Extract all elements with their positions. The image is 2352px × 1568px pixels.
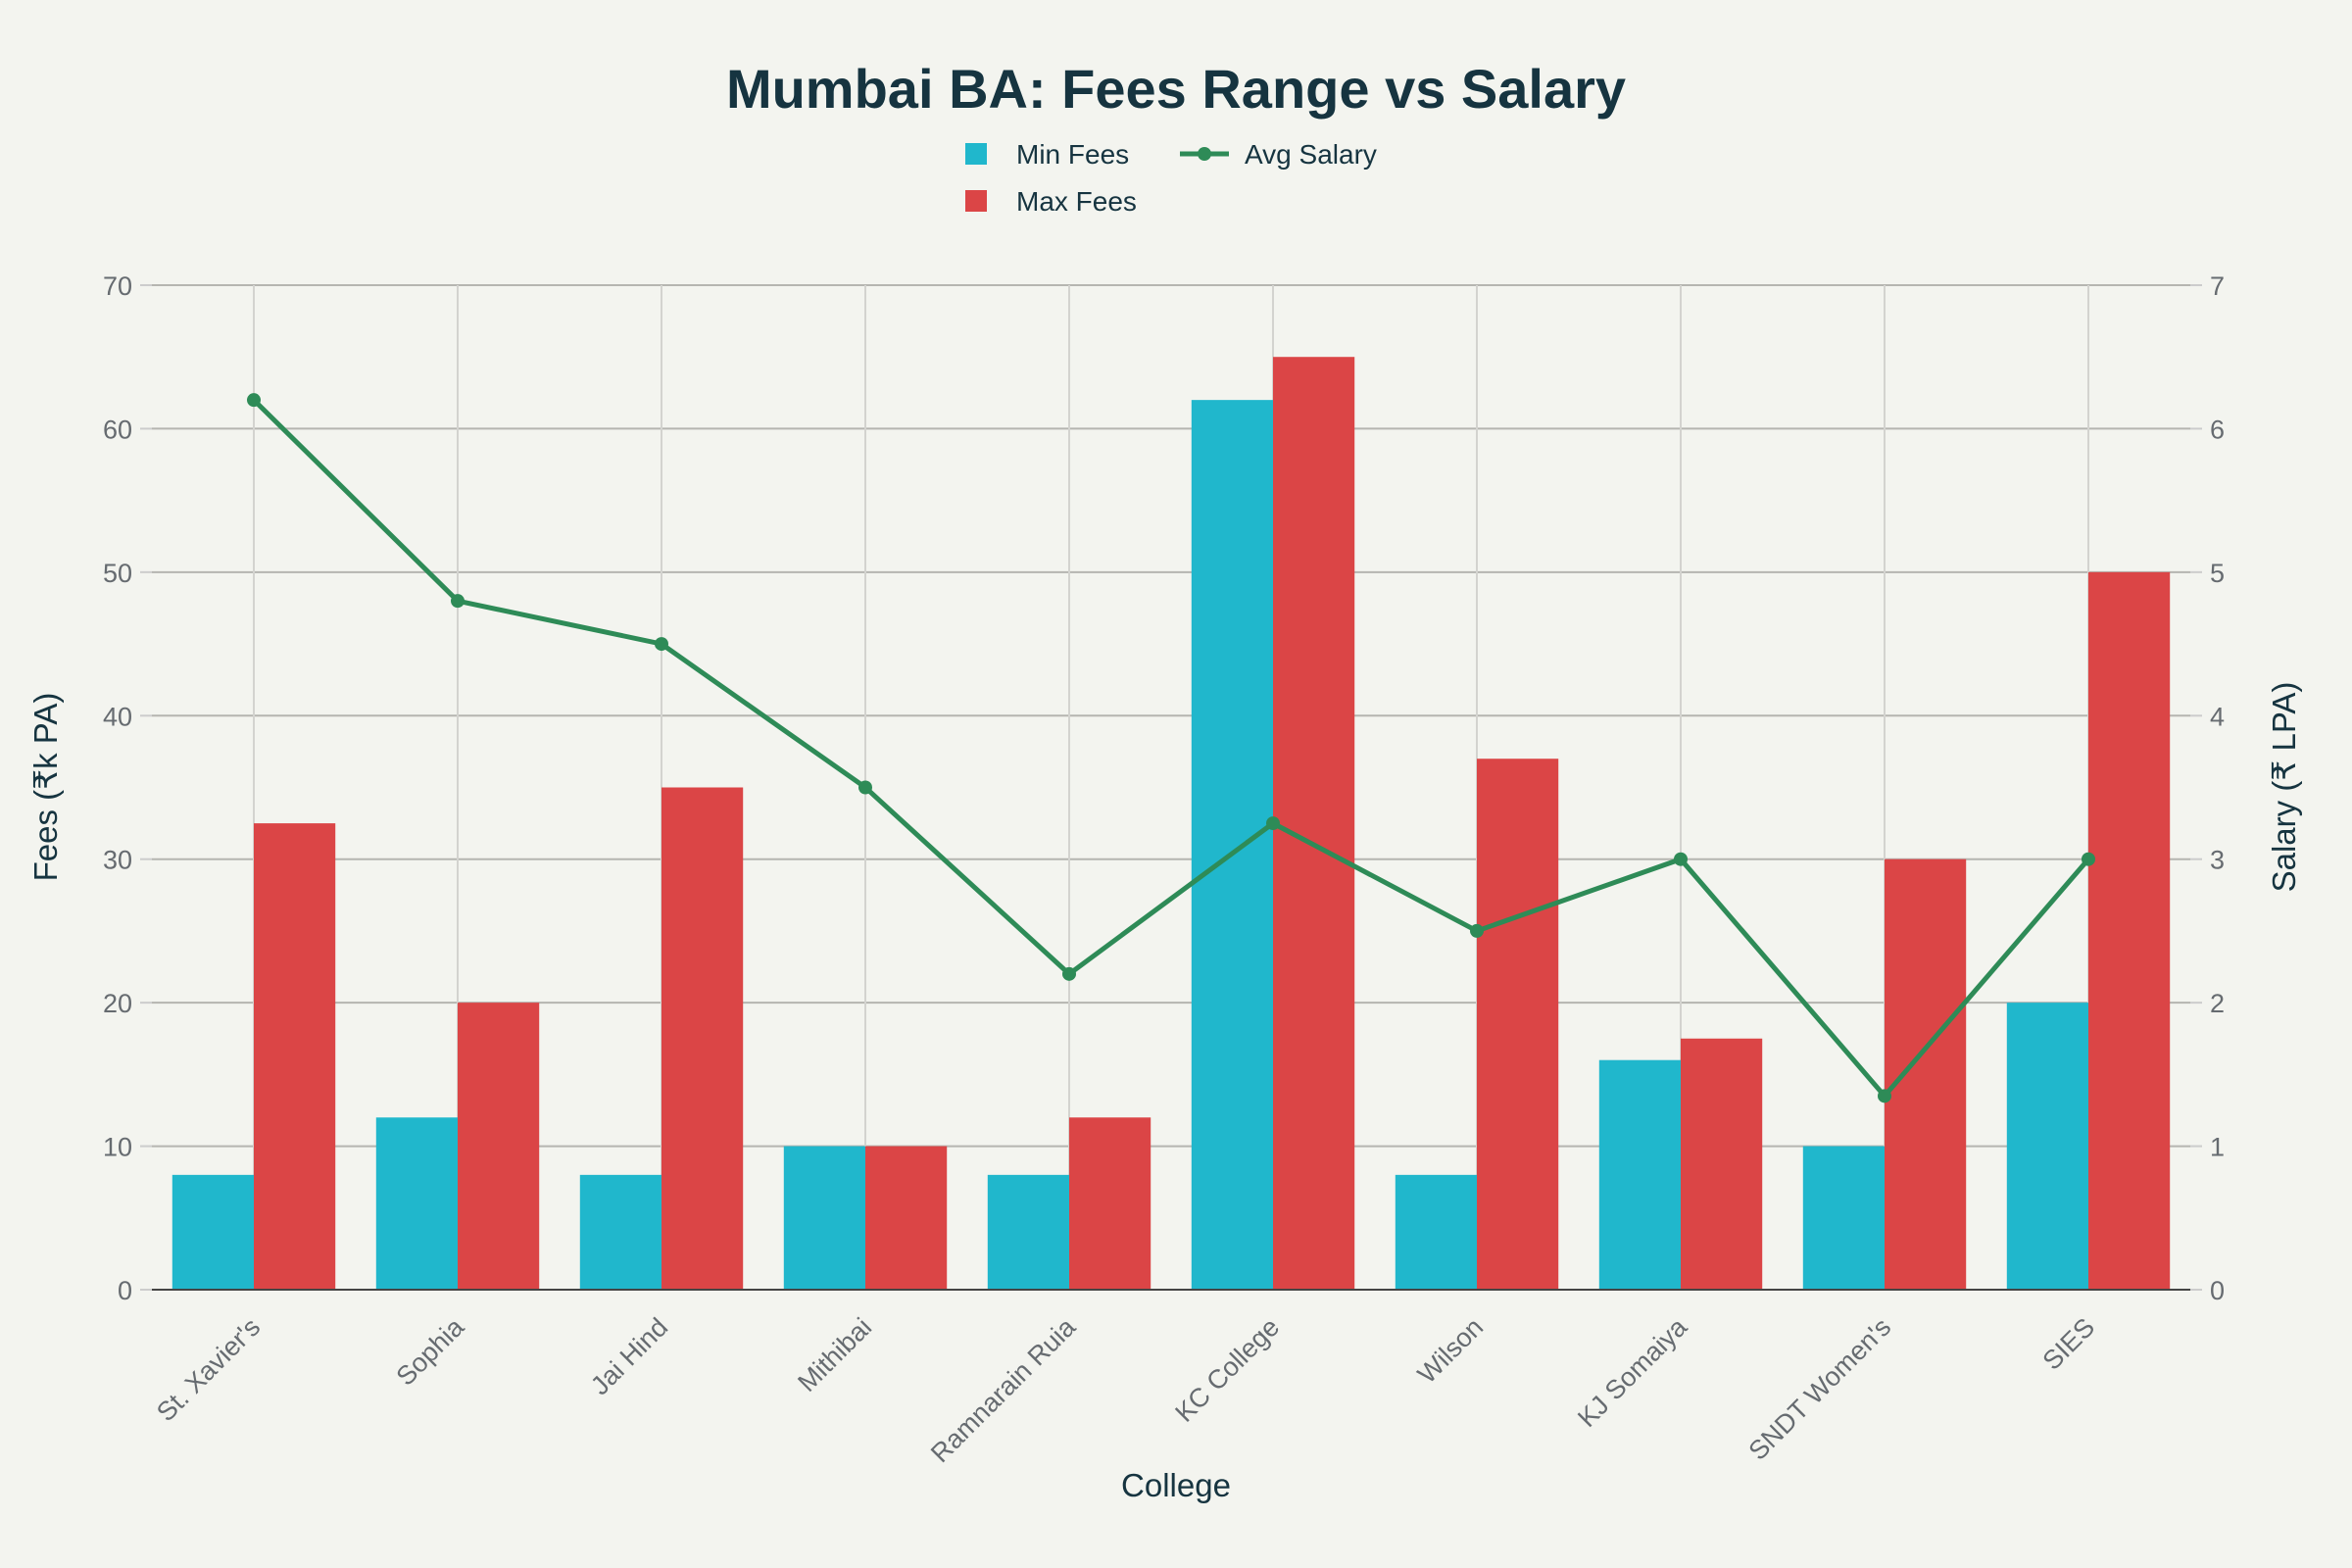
y2-tick-label: 1: [2210, 1133, 2225, 1162]
salary-point: [1878, 1089, 1891, 1103]
x-tick-label: Sophia: [391, 1311, 470, 1391]
salary-point: [655, 637, 668, 652]
bar-max-fees: [254, 823, 336, 1290]
bar-max-fees: [1477, 759, 1559, 1290]
salary-point: [1674, 852, 1688, 866]
x-tick-label: SIES: [2037, 1312, 2101, 1376]
x-tick-label: Mithibai: [792, 1312, 877, 1397]
chart-title: Mumbai BA: Fees Range vs Salary: [726, 58, 1626, 120]
bar-min-fees: [987, 1174, 1069, 1290]
bar-min-fees: [172, 1174, 254, 1290]
bar-min-fees: [783, 1146, 865, 1290]
y2-tick-label: 4: [2210, 702, 2225, 731]
x-tick-label: Ramnarain Ruia: [925, 1311, 1082, 1468]
x-tick-label: Jai Hind: [585, 1312, 673, 1400]
y-tick-label: 40: [103, 702, 132, 731]
y-tick-label: 60: [103, 415, 132, 444]
bar-max-fees: [1681, 1038, 1763, 1290]
y-tick-label: 30: [103, 846, 132, 875]
legend-swatch: [965, 143, 987, 165]
y-tick-label: 50: [103, 559, 132, 588]
bar-max-fees: [1273, 357, 1355, 1290]
x-tick-label: SNDT Women's: [1742, 1312, 1896, 1466]
salary-point: [1062, 966, 1076, 981]
bar-min-fees: [1191, 400, 1273, 1291]
bar-max-fees: [1069, 1117, 1152, 1290]
bar-min-fees: [579, 1174, 662, 1290]
bar-min-fees: [1598, 1059, 1681, 1290]
legend-marker: [1198, 147, 1211, 161]
bars: [172, 357, 2171, 1291]
x-tick-label: St. Xavier's: [151, 1312, 266, 1427]
bar-max-fees: [1885, 858, 1967, 1290]
salary-point: [2082, 852, 2095, 866]
bar-max-fees: [458, 1003, 540, 1290]
bar-max-fees: [2088, 571, 2171, 1290]
salary-line: [247, 393, 2095, 1103]
legend-label: Min Fees: [1016, 139, 1129, 170]
bar-max-fees: [865, 1146, 948, 1290]
bar-min-fees: [2006, 1003, 2088, 1290]
y2-tick-label: 2: [2210, 989, 2225, 1018]
salary-point: [451, 594, 465, 609]
y2-tick-label: 0: [2210, 1276, 2225, 1305]
legend-label: Avg Salary: [1245, 139, 1377, 170]
y-axis-title: Fees (₹k PA): [27, 693, 64, 882]
y2-tick-label: 6: [2210, 415, 2225, 444]
salary-polyline: [252, 398, 2090, 1101]
bar-max-fees: [662, 787, 744, 1290]
legend: Min Fees Max Fees Avg Salary: [965, 139, 1377, 217]
y2-axis-title: Salary (₹ LPA): [2266, 682, 2302, 893]
x-tick-label: KC College: [1169, 1312, 1285, 1428]
y2-tick-label: 5: [2210, 559, 2225, 588]
y2-tick-label: 7: [2210, 271, 2225, 301]
y-tick-label: 10: [103, 1133, 132, 1162]
x-tick-label: KJ Somaiya: [1572, 1311, 1693, 1433]
y-tick-label: 70: [103, 271, 132, 301]
salary-point: [1266, 816, 1280, 831]
y2-tick-label: 3: [2210, 846, 2225, 875]
y-tick-label: 0: [118, 1276, 132, 1305]
legend-swatch: [965, 190, 987, 212]
x-axis-title: College: [1121, 1467, 1231, 1503]
y-tick-label: 20: [103, 989, 132, 1018]
x-tick-label: Wilson: [1412, 1312, 1489, 1389]
legend-label: Max Fees: [1016, 186, 1137, 217]
salary-point: [858, 780, 872, 795]
salary-point: [247, 393, 261, 408]
salary-point: [1470, 923, 1484, 938]
bar-min-fees: [1395, 1174, 1477, 1290]
bar-min-fees: [1802, 1146, 1885, 1290]
bar-min-fees: [375, 1117, 458, 1290]
